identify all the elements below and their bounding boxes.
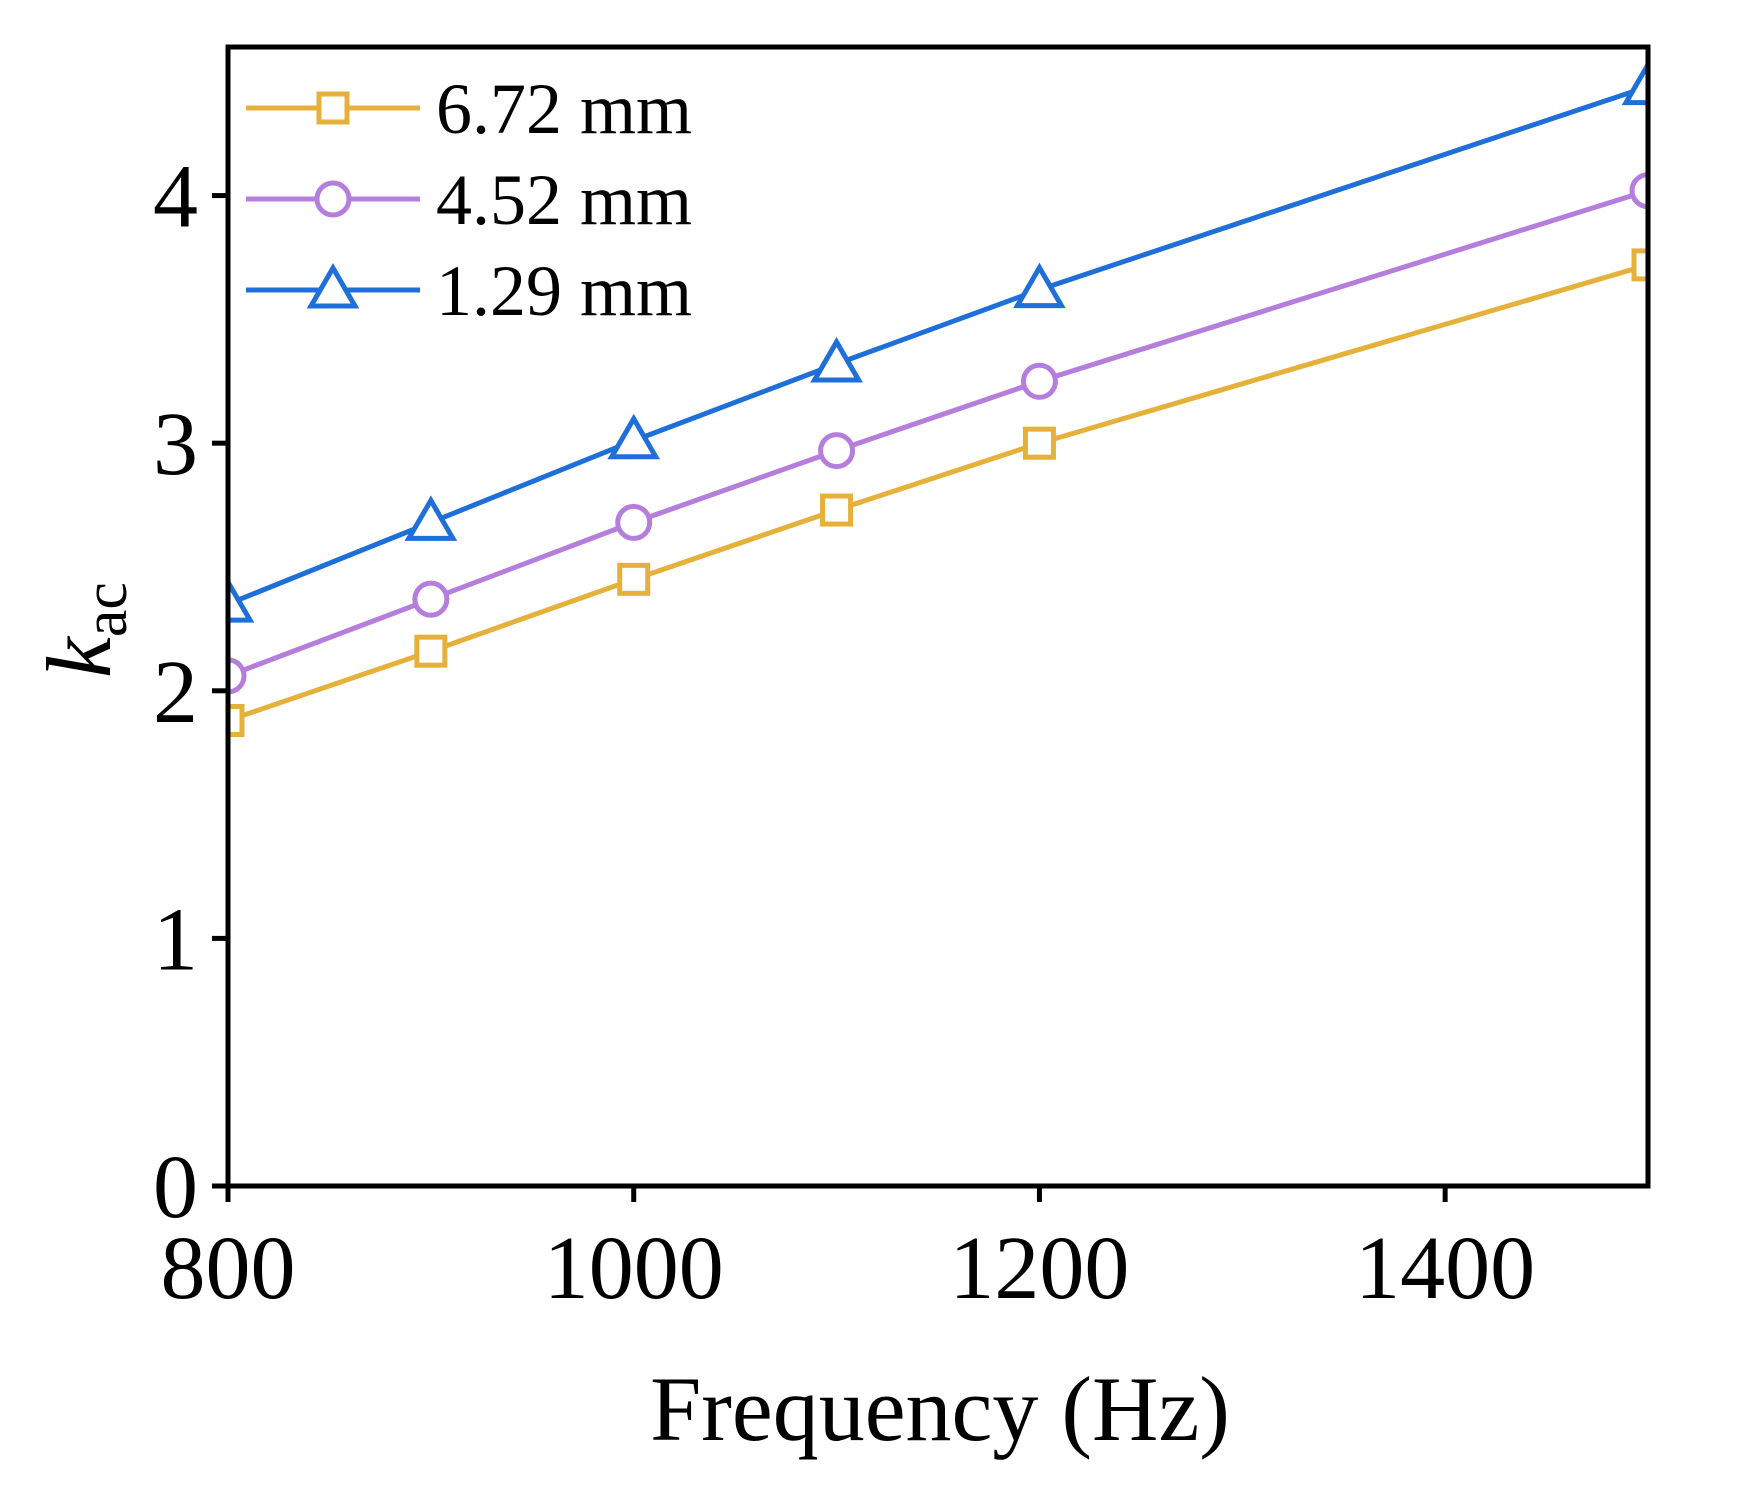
- x-tick-label: 1400: [1355, 1219, 1535, 1318]
- y-axis-title-main: k: [28, 635, 130, 678]
- data-point: [228, 657, 247, 695]
- legend-item: 6.72 mm: [246, 69, 692, 149]
- x-axis-title: Frequency (Hz): [650, 1358, 1230, 1460]
- data-point: [1022, 426, 1056, 460]
- legend-marker: [306, 263, 360, 309]
- x-tick-label: 1000: [544, 1219, 724, 1318]
- legend-item: 4.52 mm: [246, 160, 692, 240]
- legend-label: 4.52 mm: [436, 160, 692, 240]
- y-tick-label: 0: [153, 1138, 198, 1237]
- data-point: [607, 413, 661, 460]
- x-tick-label: 800: [161, 1219, 296, 1318]
- legend-label: 6.72 mm: [436, 69, 692, 149]
- data-point: [228, 703, 245, 737]
- legend-marker: [316, 91, 350, 125]
- data-point: [404, 495, 458, 541]
- y-axis-title-sub: ac: [72, 582, 140, 637]
- data-point: [412, 580, 450, 618]
- x-tick-label: 1200: [949, 1219, 1129, 1318]
- y-tick-label: 1: [153, 890, 198, 989]
- data-point: [1013, 262, 1066, 309]
- data-point: [1621, 59, 1648, 106]
- legend-marker: [314, 180, 352, 218]
- data-point: [1629, 172, 1648, 210]
- y-axis-title: kac: [28, 582, 140, 678]
- data-point: [617, 562, 651, 596]
- plot-frame: [225, 44, 1651, 1189]
- data-point: [228, 577, 255, 623]
- data-point: [414, 634, 448, 668]
- data-point: [1631, 248, 1648, 282]
- y-tick-label: 3: [153, 395, 198, 494]
- data-point: [818, 432, 856, 470]
- y-tick-label: 2: [153, 643, 198, 742]
- y-tick-label: 4: [153, 148, 198, 247]
- series-line-3: [228, 84, 1648, 607]
- legend-label: 1.29 mm: [436, 251, 692, 331]
- series-line-1: [228, 262, 1648, 723]
- data-point: [1020, 362, 1058, 400]
- data-point: [615, 503, 653, 541]
- legend: 6.72 mm 4.52 mm 1.29 mm: [246, 69, 692, 331]
- axes-layer: 800 1000 1200 1400 0 1 2 3 4: [153, 44, 1651, 1318]
- series-line-2: [228, 188, 1648, 679]
- legend-item: 1.29 mm: [246, 251, 692, 331]
- data-point: [810, 336, 863, 383]
- plot-layer: [228, 59, 1648, 737]
- data-point: [820, 493, 854, 527]
